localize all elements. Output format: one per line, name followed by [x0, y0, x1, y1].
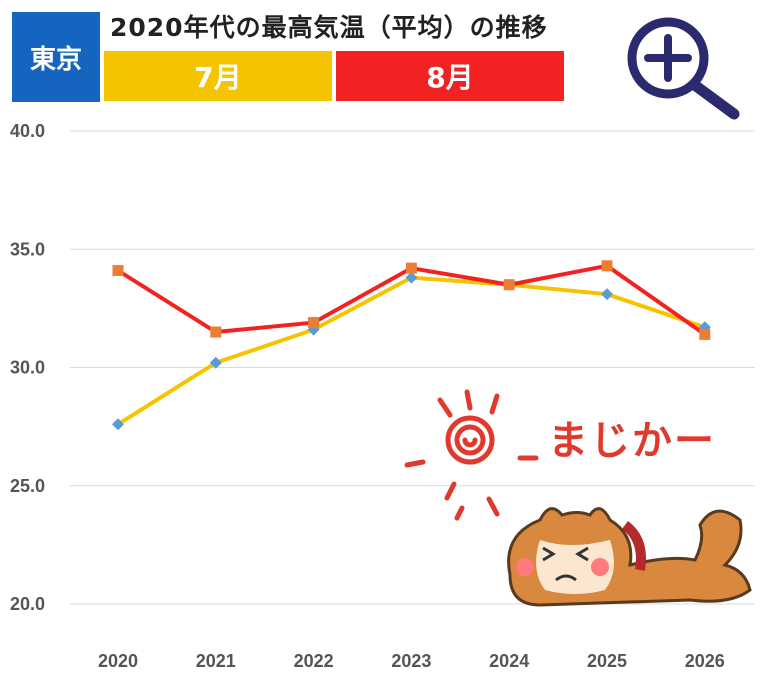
series-august-point	[699, 328, 711, 340]
series-july-point	[405, 271, 418, 284]
series-august-point	[210, 326, 222, 338]
series-july-point	[601, 288, 613, 301]
zoom-in-icon	[627, 17, 740, 120]
series-july-point	[209, 356, 222, 369]
x-tick-label: 2020	[98, 651, 138, 671]
y-tick-label: 25.0	[10, 476, 45, 496]
series-july-line	[116, 275, 706, 426]
grid-lines	[70, 130, 755, 605]
series-august-point	[601, 260, 613, 272]
zoom-in-button[interactable]	[622, 12, 742, 122]
sun-icon	[404, 389, 539, 521]
dog-illustration	[507, 507, 752, 607]
series-august-point	[112, 265, 124, 277]
series-august-point	[503, 279, 515, 291]
x-tick-label: 2023	[391, 651, 431, 671]
series-july-point	[112, 418, 124, 431]
x-tick-label: 2024	[489, 651, 529, 671]
x-tick-label: 2025	[587, 651, 627, 671]
city-label: 東京	[29, 44, 82, 75]
legend-july: 7月	[104, 51, 332, 101]
y-axis-ticks: 40.0 35.0 30.0 25.0 20.0	[10, 121, 45, 614]
chart-series	[112, 260, 711, 431]
y-tick-label: 30.0	[10, 358, 45, 378]
x-tick-label: 2022	[294, 651, 334, 671]
city-badge: 東京	[12, 12, 100, 102]
x-tick-label: 2021	[196, 651, 236, 671]
y-tick-label: 35.0	[10, 239, 45, 259]
chart-title: 2020年代の最高気温（平均）の推移	[110, 13, 548, 42]
x-axis-ticks: 2020 2021 2022 2023 2024 2025 2026	[98, 651, 725, 671]
series-august-point	[308, 317, 320, 329]
x-tick-label: 2026	[685, 651, 725, 671]
legend-july-label: 7月	[194, 61, 242, 94]
series-august-point	[405, 262, 417, 274]
legend-august: 8月	[336, 51, 564, 101]
y-tick-label: 20.0	[10, 594, 45, 614]
illustration-caption: まじかー	[548, 418, 716, 464]
legend-august-label: 8月	[426, 61, 474, 94]
y-tick-label: 40.0	[10, 121, 45, 141]
